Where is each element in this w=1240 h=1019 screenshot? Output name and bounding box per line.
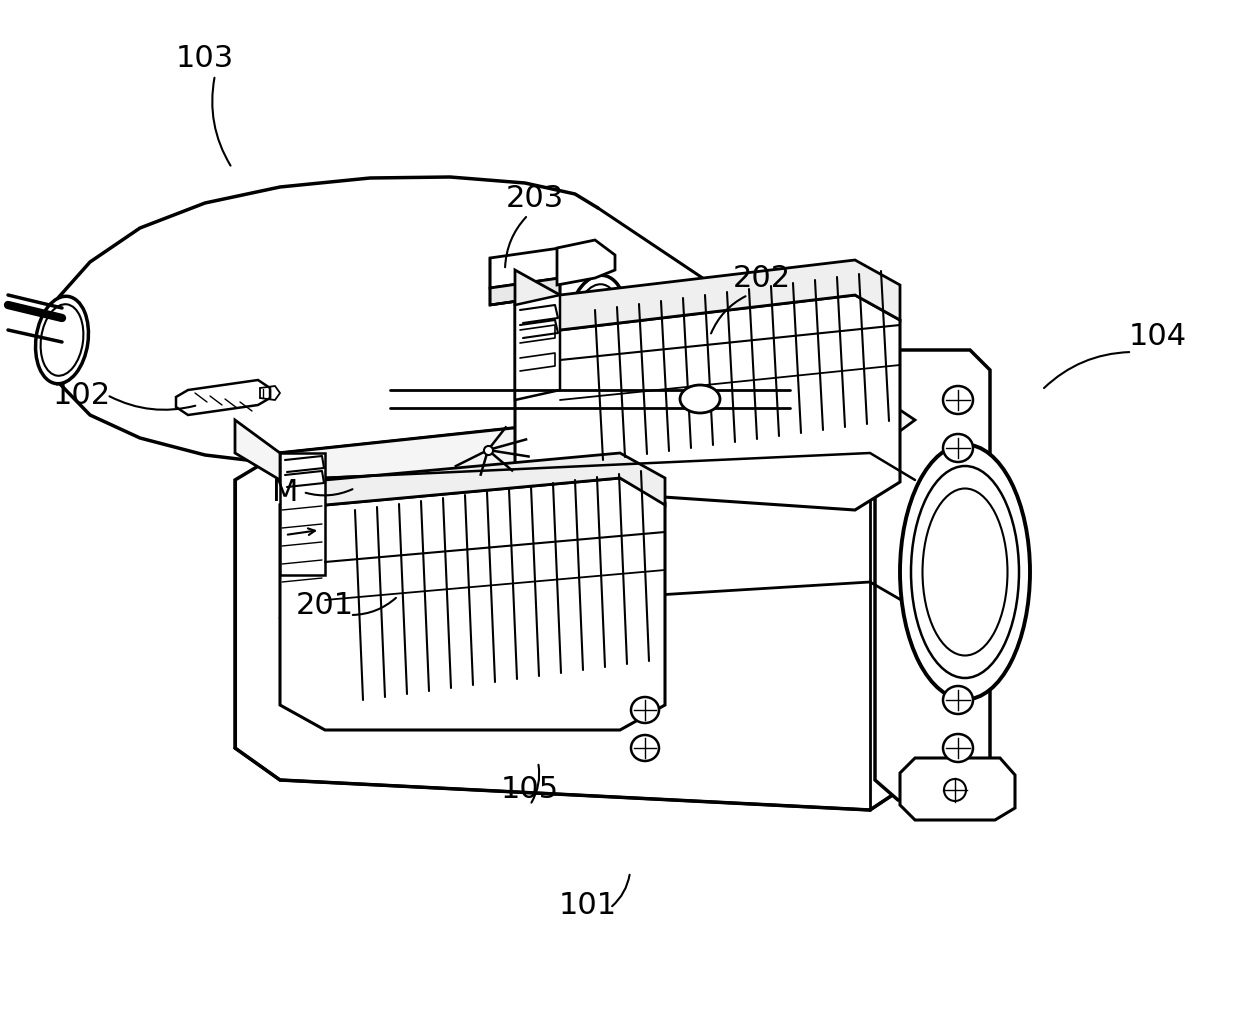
Ellipse shape: [942, 686, 973, 714]
Text: 104: 104: [1128, 322, 1187, 351]
Text: 201: 201: [296, 590, 355, 620]
Text: 102: 102: [53, 380, 112, 410]
Polygon shape: [280, 453, 325, 575]
Text: 101: 101: [559, 891, 618, 919]
Polygon shape: [280, 453, 665, 505]
Ellipse shape: [911, 466, 1019, 678]
Ellipse shape: [942, 734, 973, 762]
Text: 103: 103: [176, 44, 234, 72]
Text: 202: 202: [733, 264, 791, 292]
Polygon shape: [515, 294, 900, 510]
Polygon shape: [280, 478, 665, 730]
Text: M: M: [272, 478, 298, 506]
Polygon shape: [515, 294, 560, 400]
Ellipse shape: [631, 735, 658, 761]
Ellipse shape: [944, 779, 966, 801]
Polygon shape: [58, 177, 598, 468]
Ellipse shape: [41, 305, 83, 376]
Polygon shape: [236, 390, 915, 480]
Polygon shape: [900, 758, 1016, 820]
Ellipse shape: [568, 275, 626, 371]
Polygon shape: [515, 260, 900, 330]
Ellipse shape: [942, 434, 973, 462]
Ellipse shape: [900, 444, 1030, 699]
Polygon shape: [875, 350, 990, 800]
Polygon shape: [490, 278, 560, 305]
Text: 105: 105: [501, 775, 559, 804]
Ellipse shape: [574, 284, 620, 362]
Text: 203: 203: [506, 183, 564, 213]
Ellipse shape: [942, 386, 973, 414]
Ellipse shape: [923, 488, 1007, 655]
Polygon shape: [557, 240, 615, 285]
Polygon shape: [176, 380, 270, 415]
Ellipse shape: [680, 385, 720, 413]
Ellipse shape: [631, 697, 658, 723]
Ellipse shape: [36, 297, 88, 384]
Polygon shape: [490, 248, 598, 288]
